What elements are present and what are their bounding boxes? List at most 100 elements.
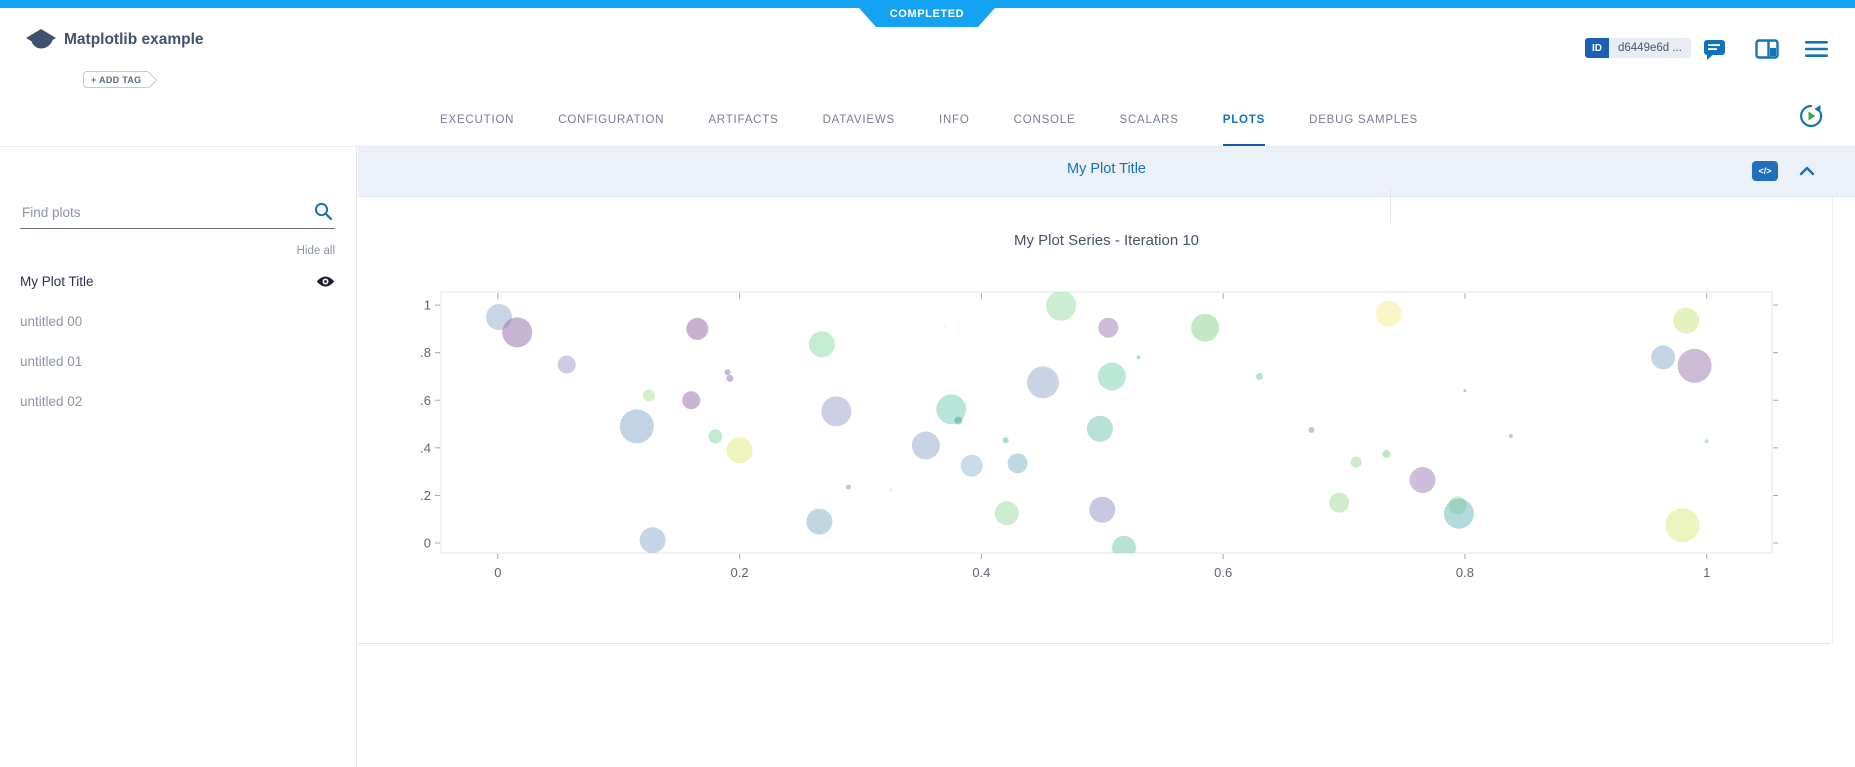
hide-all-link[interactable]: Hide all (296, 245, 335, 257)
bubble (686, 317, 709, 340)
bubble (821, 396, 852, 427)
tab-info[interactable]: INFO (938, 113, 970, 126)
bubble (1136, 355, 1141, 360)
tab-plots[interactable]: PLOTS (1222, 95, 1266, 147)
auto-refresh-icon[interactable] (1798, 103, 1824, 129)
bubble (1308, 427, 1315, 433)
bubble (619, 409, 654, 444)
plot-panel-title: My Plot Title (1067, 161, 1146, 177)
bubble (726, 437, 753, 464)
bubble (1409, 467, 1436, 493)
bubble (1112, 535, 1136, 553)
bubble (1191, 313, 1219, 342)
tab-debug-samples[interactable]: DEBUG SAMPLES (1309, 113, 1418, 126)
bubble (1508, 433, 1513, 438)
bubble (808, 331, 835, 358)
bubble (954, 416, 963, 425)
bubble (845, 484, 851, 490)
y-tick-label: 0.4 (420, 440, 431, 455)
bubble (888, 488, 893, 493)
tab-console[interactable]: CONSOLE (1013, 113, 1076, 126)
tab-configuration[interactable]: CONFIGURATION (558, 113, 665, 126)
bubble (994, 501, 1019, 526)
bubble (1350, 456, 1362, 468)
scrollbar-track[interactable] (1832, 197, 1833, 643)
sidebar-item-untitled-01[interactable]: untitled 01 (20, 351, 335, 371)
columns-icon[interactable] (1755, 39, 1779, 59)
bubble (639, 527, 666, 553)
search-icon[interactable] (314, 202, 333, 221)
bubble (1002, 437, 1009, 444)
plot-panel-header (358, 147, 1855, 197)
bubble (1463, 389, 1467, 393)
bubble (1673, 307, 1700, 334)
bubble (1677, 348, 1712, 383)
bubble (1443, 498, 1474, 529)
bubble (1704, 439, 1709, 444)
bubble (960, 454, 983, 477)
sidebar-item-label: untitled 02 (20, 393, 83, 409)
y-tick-label: 0 (424, 536, 431, 551)
sidebar-item-my-plot-title[interactable]: My Plot Title (20, 271, 335, 291)
header-separator (0, 146, 1855, 147)
bubble (1007, 453, 1028, 474)
panel-divider (1390, 187, 1391, 222)
bubble (724, 369, 731, 376)
tab-execution[interactable]: EXECUTION (440, 113, 515, 126)
tab-scalars[interactable]: SCALARS (1119, 113, 1179, 126)
x-tick-label: 0.6 (1214, 565, 1232, 580)
y-tick-label: 1 (424, 298, 431, 313)
bubble (1097, 362, 1126, 391)
y-tick-label: 0.6 (420, 393, 431, 408)
y-tick-label: 0.2 (420, 488, 431, 503)
y-tick-label: 0.8 (420, 345, 431, 360)
x-tick-label: 0.2 (731, 565, 749, 580)
plots-sidebar (0, 147, 357, 767)
add-tag-button[interactable]: + ADD TAG (83, 71, 149, 88)
collapse-chevron-icon[interactable] (1799, 165, 1815, 177)
experiment-icon (26, 29, 56, 49)
bubble (943, 324, 948, 329)
bubble (806, 508, 833, 535)
id-badge: ID (1585, 38, 1609, 58)
comment-icon[interactable] (1703, 39, 1727, 61)
plot-search (20, 196, 335, 229)
menu-icon[interactable] (1805, 40, 1828, 58)
bubble (1651, 345, 1676, 370)
sidebar-item-label: untitled 00 (20, 313, 83, 329)
experiment-id-value[interactable]: d6449e6d ... (1609, 38, 1691, 58)
page-title: Matplotlib example (64, 31, 204, 48)
tab-bar: EXECUTION CONFIGURATION ARTIFACTS DATAVIEWS… (440, 95, 1418, 147)
bubble (642, 389, 655, 402)
sidebar-item-untitled-00[interactable]: untitled 00 (20, 311, 335, 331)
x-tick-label: 0.8 (1456, 565, 1474, 580)
sidebar-item-label: untitled 01 (20, 353, 83, 369)
chart-title: My Plot Series - Iteration 10 (1013, 232, 1200, 249)
bubble (911, 431, 940, 460)
bubble (502, 317, 533, 348)
bubble (557, 355, 576, 374)
sidebar-item-untitled-02[interactable]: untitled 02 (20, 391, 335, 411)
sidebar-item-label: My Plot Title (20, 273, 94, 289)
view-json-button[interactable]: </> (1752, 161, 1778, 181)
bubble-chart[interactable]: 0 0.2 0.4 0.6 0.8 1 0 0.2 0.4 0.6 0.8 1 (420, 280, 1810, 580)
bubble (682, 391, 701, 410)
bubble (1027, 366, 1059, 399)
bubble (1255, 373, 1263, 380)
search-input[interactable] (20, 196, 304, 228)
x-tick-label: 0 (494, 565, 501, 580)
bubble (1086, 415, 1113, 442)
tab-artifacts[interactable]: ARTIFACTS (708, 113, 779, 126)
plot-card-bottom-border (358, 643, 1830, 644)
x-tick-label: 1 (1703, 565, 1710, 580)
bubble (1089, 496, 1116, 523)
bubble (1665, 508, 1700, 543)
bubble (1375, 300, 1402, 327)
tab-dataviews[interactable]: DATAVIEWS (822, 113, 895, 126)
bubble (726, 374, 734, 382)
visibility-eye-icon[interactable] (316, 274, 335, 289)
bubble (708, 429, 723, 444)
status-badge: COMPLETED (852, 0, 1002, 27)
bubble (1329, 492, 1350, 513)
